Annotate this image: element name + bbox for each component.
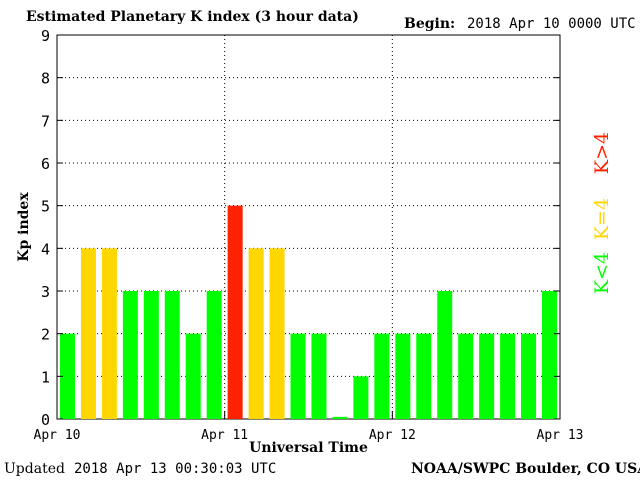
y-tick-label: 6 [41,155,50,173]
chart-title: Estimated Planetary K index (3 hour data… [26,9,359,25]
kp-bar [101,248,117,419]
kp-bar [416,333,432,419]
y-tick-label: 7 [41,112,50,130]
legend-label: K=4 [591,198,613,240]
kp-bar [80,248,96,419]
begin-date: 2018 Apr 10 0000 UTC [467,16,636,32]
y-tick-label: 3 [41,283,50,301]
kp-bar [248,248,264,419]
kp-bar [500,333,516,419]
kp-bar [143,291,159,419]
kp-bar [395,333,411,419]
y-tick-label: 9 [41,27,50,45]
kp-bar [374,333,390,419]
kp-bar [353,376,369,419]
x-axis-title: Universal Time [249,440,368,456]
legend-label: K>4 [591,132,613,174]
kp-bar [332,416,348,419]
x-tick-label: Apr 11 [201,428,248,443]
kp-bar [122,291,138,419]
kp-bar [479,333,495,419]
y-tick-label: 0 [41,411,50,429]
kp-bar [206,291,222,419]
kp-bar [311,333,327,419]
kp-bar [164,291,180,419]
kp-bar [437,291,453,419]
kp-bar [269,248,285,419]
kp-bar [458,333,474,419]
kp-bar [59,333,75,419]
x-tick-label: Apr 12 [369,428,416,443]
legend-label: K<4 [591,252,613,294]
y-tick-label: 8 [41,70,50,88]
credit-text: NOAA/SWPC Boulder, CO USA [411,461,640,477]
y-tick-label: 2 [41,326,50,344]
plot-area [56,34,561,420]
updated-label: Updated [4,461,65,477]
x-tick-label: Apr 10 [34,428,81,443]
kp-bar [227,205,243,419]
begin-label: Begin: [404,16,456,32]
kp-bar [290,333,306,419]
updated-timestamp: 2018 Apr 13 00:30:03 UTC [74,461,277,477]
kp-bar [185,333,201,419]
kp-bar [521,333,537,419]
y-tick-label: 1 [41,368,50,386]
y-axis-title: Kp index [16,192,32,262]
x-tick-label: Apr 13 [537,428,584,443]
y-tick-label: 4 [41,240,50,258]
kp-bar [542,291,558,419]
y-tick-label: 5 [41,198,50,216]
